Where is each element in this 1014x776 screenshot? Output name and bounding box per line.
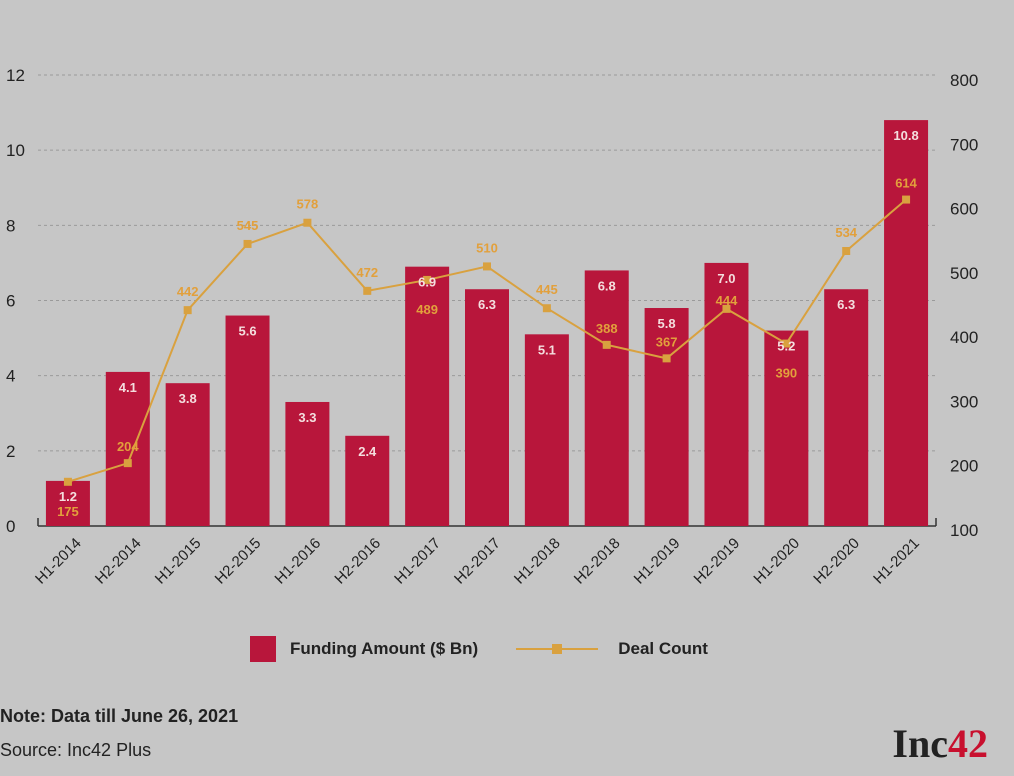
deal-count-marker <box>662 354 671 363</box>
x-tick-label: H2-2017 <box>451 535 504 588</box>
note-text: Note: Data till June 26, 2021 <box>0 706 239 726</box>
deal-count-value-label: 204 <box>117 439 139 454</box>
deal-count-value-label: 578 <box>297 197 319 212</box>
funding-bar <box>225 315 270 526</box>
x-tick-label: H2-2016 <box>331 535 384 588</box>
deal-count-value-label: 472 <box>356 265 378 280</box>
funding-bar <box>405 266 450 526</box>
deal-count-value-label: 444 <box>716 293 738 308</box>
funding-bar <box>345 435 390 526</box>
funding-value-label: 6.3 <box>478 297 496 312</box>
deal-count-marker <box>123 459 132 468</box>
funding-value-label: 6.9 <box>418 275 436 290</box>
deal-count-marker <box>902 195 911 204</box>
y-right-tick-label: 600 <box>950 200 978 219</box>
deal-count-value-label: 367 <box>656 334 678 349</box>
x-tick-label: H1-2015 <box>152 535 205 588</box>
y-right-tick-label: 100 <box>950 521 978 540</box>
x-tick-label: H2-2019 <box>691 535 744 588</box>
y-right-tick-label: 200 <box>950 457 978 476</box>
funding-value-label: 1.2 <box>59 489 77 504</box>
deal-count-marker <box>63 477 72 486</box>
x-tick-label: H1-2017 <box>391 535 444 588</box>
funding-value-label: 6.3 <box>837 297 855 312</box>
funding-value-label: 10.8 <box>893 128 918 143</box>
y-left-tick-label: 10 <box>6 141 25 160</box>
funding-value-label: 5.2 <box>777 339 795 354</box>
source-text: Source: Inc42 Plus <box>0 740 152 760</box>
y-right-tick-label: 800 <box>950 71 978 90</box>
funding-bar <box>824 289 869 526</box>
y-left-tick-label: 4 <box>6 367 15 386</box>
legend-swatch-funding <box>250 636 276 662</box>
deal-count-value-label: 510 <box>476 240 498 255</box>
chart-legend: Funding Amount ($ Bn) Deal Count <box>250 634 708 664</box>
funding-bar <box>45 480 90 526</box>
funding-value-label: 6.8 <box>598 278 616 293</box>
deal-count-marker <box>303 218 312 227</box>
y-right-tick-label: 700 <box>950 135 978 154</box>
deal-count-value-label: 545 <box>237 218 259 233</box>
x-tick-label: H2-2014 <box>92 535 145 588</box>
x-tick-label: H1-2016 <box>272 535 325 588</box>
funding-value-label: 3.8 <box>179 391 197 406</box>
y-left-tick-label: 12 <box>6 66 25 85</box>
funding-bar <box>105 371 150 526</box>
funding-bar <box>285 401 330 526</box>
legend-label-deal-count: Deal Count <box>618 639 708 658</box>
deal-count-value-label: 489 <box>416 302 438 317</box>
x-tick-label: H1-2014 <box>32 535 85 588</box>
deal-count-value-label: 442 <box>177 284 199 299</box>
funding-value-label: 7.0 <box>717 271 735 286</box>
x-tick-label: H2-2018 <box>571 535 624 588</box>
deal-count-marker <box>423 275 432 284</box>
deal-count-value-label: 388 <box>596 321 618 336</box>
legend-label-funding: Funding Amount ($ Bn) <box>290 639 479 658</box>
x-tick-label: H1-2019 <box>631 535 684 588</box>
deal-count-value-label: 445 <box>536 282 558 297</box>
funding-bar <box>165 383 210 526</box>
funding-value-label: 3.3 <box>298 410 316 425</box>
x-tick-label: H2-2020 <box>810 535 863 588</box>
deal-count-marker <box>602 340 611 349</box>
deal-count-marker <box>183 306 192 315</box>
x-tick-label: H2-2015 <box>212 535 265 588</box>
funding-bar <box>584 270 629 526</box>
y-left-tick-label: 6 <box>6 292 15 311</box>
funding-bar <box>764 330 809 526</box>
funding-bar <box>644 308 689 526</box>
funding-bar <box>884 120 929 526</box>
deal-count-value-label: 175 <box>57 504 79 519</box>
y-left-tick-label: 0 <box>6 517 15 536</box>
funding-chart: 0 2 4 6 8 10 12 100 200 300 400 500 600 700 800 H1-2014… <box>6 66 978 588</box>
y-right-tick-label: 500 <box>950 264 978 283</box>
deal-count-marker <box>842 247 851 255</box>
deal-count-value-label: 614 <box>895 176 917 191</box>
deal-count-marker <box>782 339 791 348</box>
deal-count-marker <box>542 304 551 313</box>
deal-count-value-label: 390 <box>775 366 797 381</box>
brand-logo: Inc42 <box>892 721 988 766</box>
x-tick-label: H1-2018 <box>511 535 564 588</box>
funding-value-label: 5.6 <box>238 324 256 339</box>
legend-line-deal-count <box>516 636 599 662</box>
funding-value-label: 2.4 <box>358 444 377 459</box>
funding-bar <box>524 334 569 526</box>
deal-count-marker <box>363 286 372 295</box>
deal-count-marker <box>243 239 252 248</box>
x-tick-label: H1-2021 <box>870 535 923 588</box>
y-right-tick-label: 300 <box>950 392 978 411</box>
deal-count-marker <box>483 262 491 271</box>
funding-value-label: 5.1 <box>538 342 556 357</box>
deal-count-marker <box>722 304 731 313</box>
funding-value-label: 5.8 <box>658 316 676 331</box>
y-left-tick-label: 8 <box>6 216 15 235</box>
funding-bar <box>465 289 509 526</box>
y-left-tick-label: 2 <box>6 442 15 461</box>
deal-count-value-label: 534 <box>835 225 857 240</box>
x-tick-label: H1-2020 <box>750 535 803 588</box>
funding-value-label: 4.1 <box>119 380 137 395</box>
y-right-tick-label: 400 <box>950 328 978 347</box>
